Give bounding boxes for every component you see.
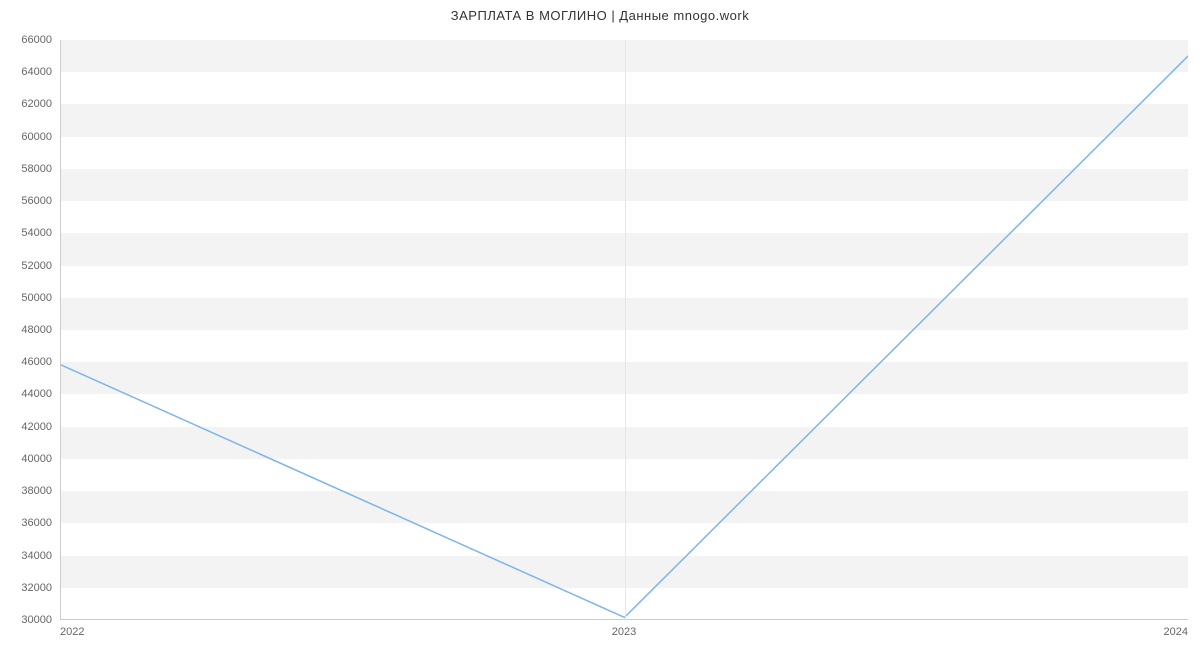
- plot-area: [60, 40, 1188, 620]
- y-tick-label: 58000: [21, 163, 60, 175]
- x-tick-label: 2024: [1164, 620, 1188, 638]
- y-tick-label: 30000: [21, 614, 60, 626]
- y-tick-label: 36000: [21, 517, 60, 529]
- y-tick-label: 42000: [21, 421, 60, 433]
- y-tick-label: 40000: [21, 453, 60, 465]
- y-tick-label: 60000: [21, 131, 60, 143]
- y-tick-label: 54000: [21, 227, 60, 239]
- x-tick-label: 2022: [60, 620, 84, 638]
- y-tick-label: 38000: [21, 485, 60, 497]
- x-tick-label: 2023: [612, 620, 636, 638]
- chart-title: ЗАРПЛАТА В МОГЛИНО | Данные mnogo.work: [0, 0, 1200, 30]
- y-tick-label: 44000: [21, 388, 60, 400]
- y-tick-label: 50000: [21, 292, 60, 304]
- y-tick-label: 52000: [21, 260, 60, 272]
- plot-area-wrapper: 3000032000340003600038000400004200044000…: [60, 40, 1188, 620]
- y-tick-label: 66000: [21, 34, 60, 46]
- y-tick-label: 56000: [21, 195, 60, 207]
- y-tick-label: 32000: [21, 582, 60, 594]
- x-gridline: [625, 40, 626, 619]
- y-tick-label: 34000: [21, 550, 60, 562]
- y-tick-label: 48000: [21, 324, 60, 336]
- y-tick-label: 46000: [21, 356, 60, 368]
- y-tick-label: 62000: [21, 98, 60, 110]
- y-tick-label: 64000: [21, 66, 60, 78]
